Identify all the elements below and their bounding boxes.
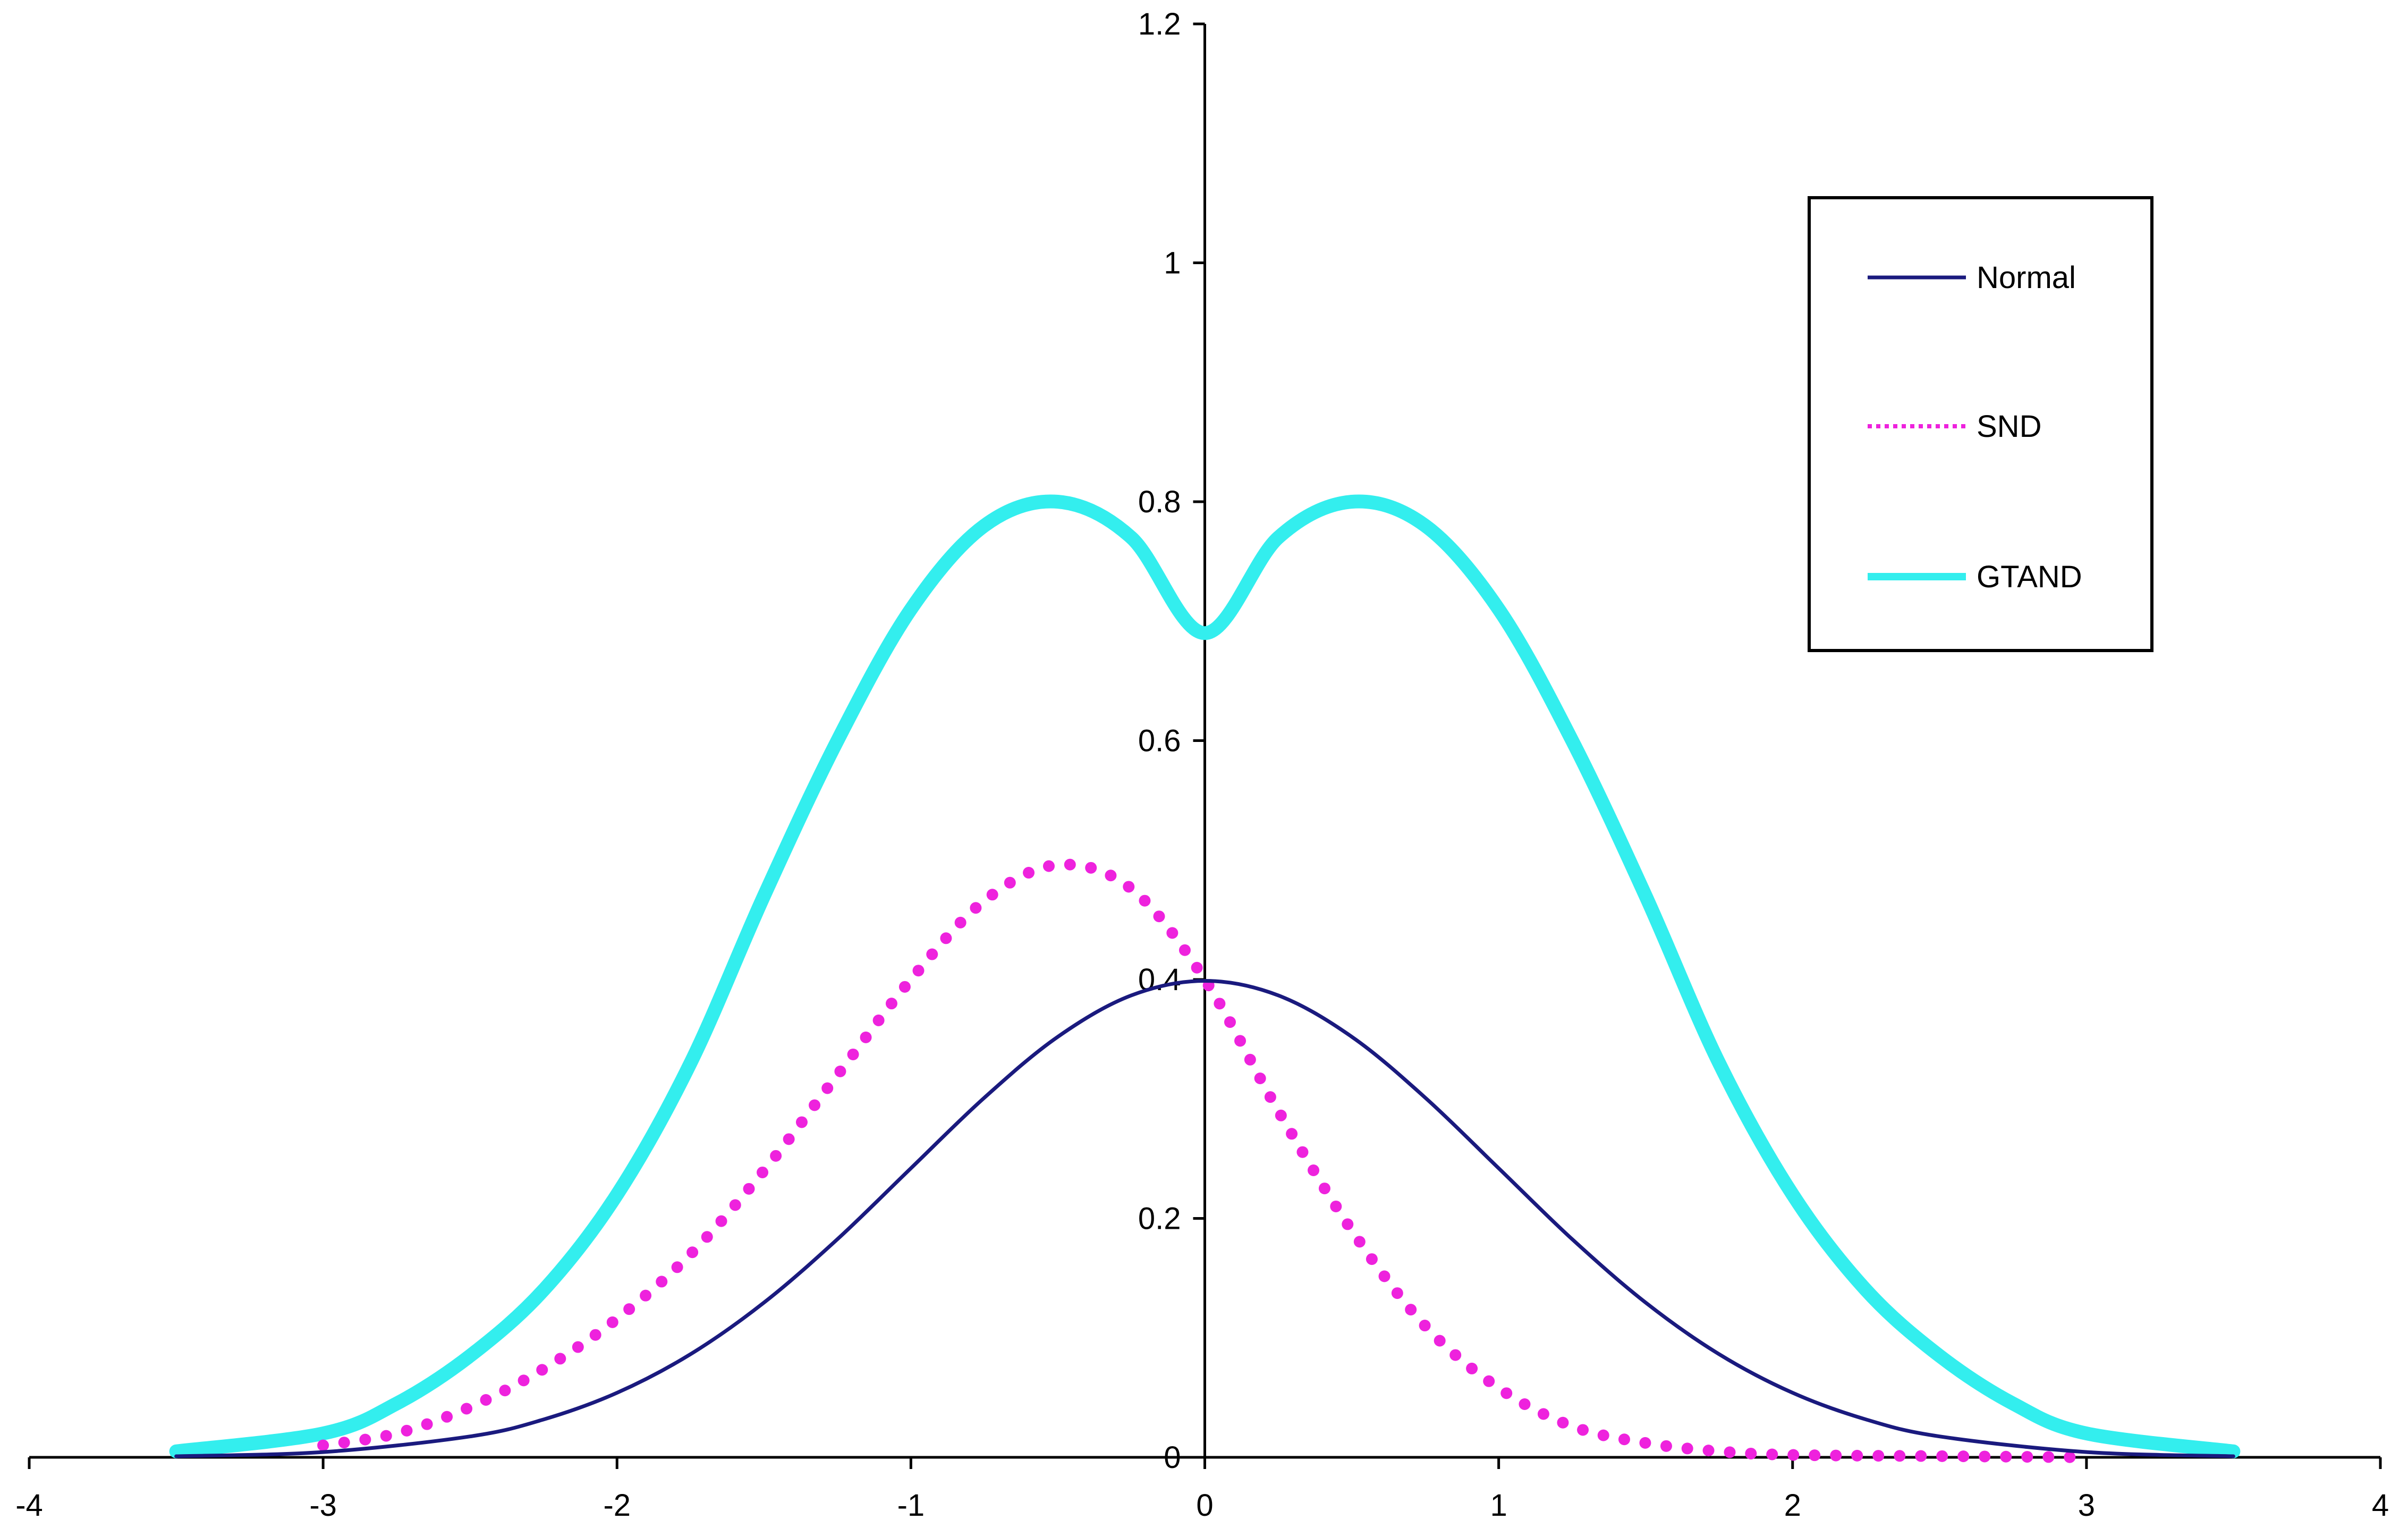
y-tick-label: 0.2 bbox=[1138, 1202, 1181, 1236]
y-tick-label: 0.8 bbox=[1138, 485, 1181, 519]
x-tick-label: -1 bbox=[897, 1488, 925, 1523]
x-tick-label: 4 bbox=[2372, 1488, 2389, 1523]
x-tick-label: 0 bbox=[1196, 1488, 1213, 1523]
y-tick-label: 1.2 bbox=[1138, 7, 1181, 41]
x-tick-label: 3 bbox=[2078, 1488, 2095, 1523]
series-line-normal bbox=[174, 979, 2235, 1458]
y-tick-label: 0 bbox=[1164, 1440, 1181, 1475]
x-tick-label: -3 bbox=[309, 1488, 337, 1523]
axes-layer: -4 -3 -2 -1 0 1 2 3 400.20.40.60.811.2 bbox=[15, 7, 2389, 1523]
x-tick-label: 1 bbox=[1490, 1488, 1507, 1523]
series-layer bbox=[169, 494, 2241, 1463]
series-line-snd bbox=[317, 858, 2092, 1463]
legend-label-normal: Normal bbox=[1977, 260, 2076, 295]
legend: Normal SND GTAND bbox=[1808, 196, 2153, 652]
x-tick-label: -4 bbox=[15, 1488, 43, 1523]
x-tick-label: 2 bbox=[1784, 1488, 1801, 1523]
y-tick-label: 1 bbox=[1164, 246, 1181, 281]
series-line-gtand bbox=[169, 494, 2241, 1458]
legend-box bbox=[1808, 196, 2153, 652]
legend-label-snd: SND bbox=[1977, 409, 2041, 444]
legend-label-gtand: GTAND bbox=[1977, 560, 2082, 594]
x-tick-label: -2 bbox=[603, 1488, 631, 1523]
y-tick-label: 0.6 bbox=[1138, 724, 1181, 758]
